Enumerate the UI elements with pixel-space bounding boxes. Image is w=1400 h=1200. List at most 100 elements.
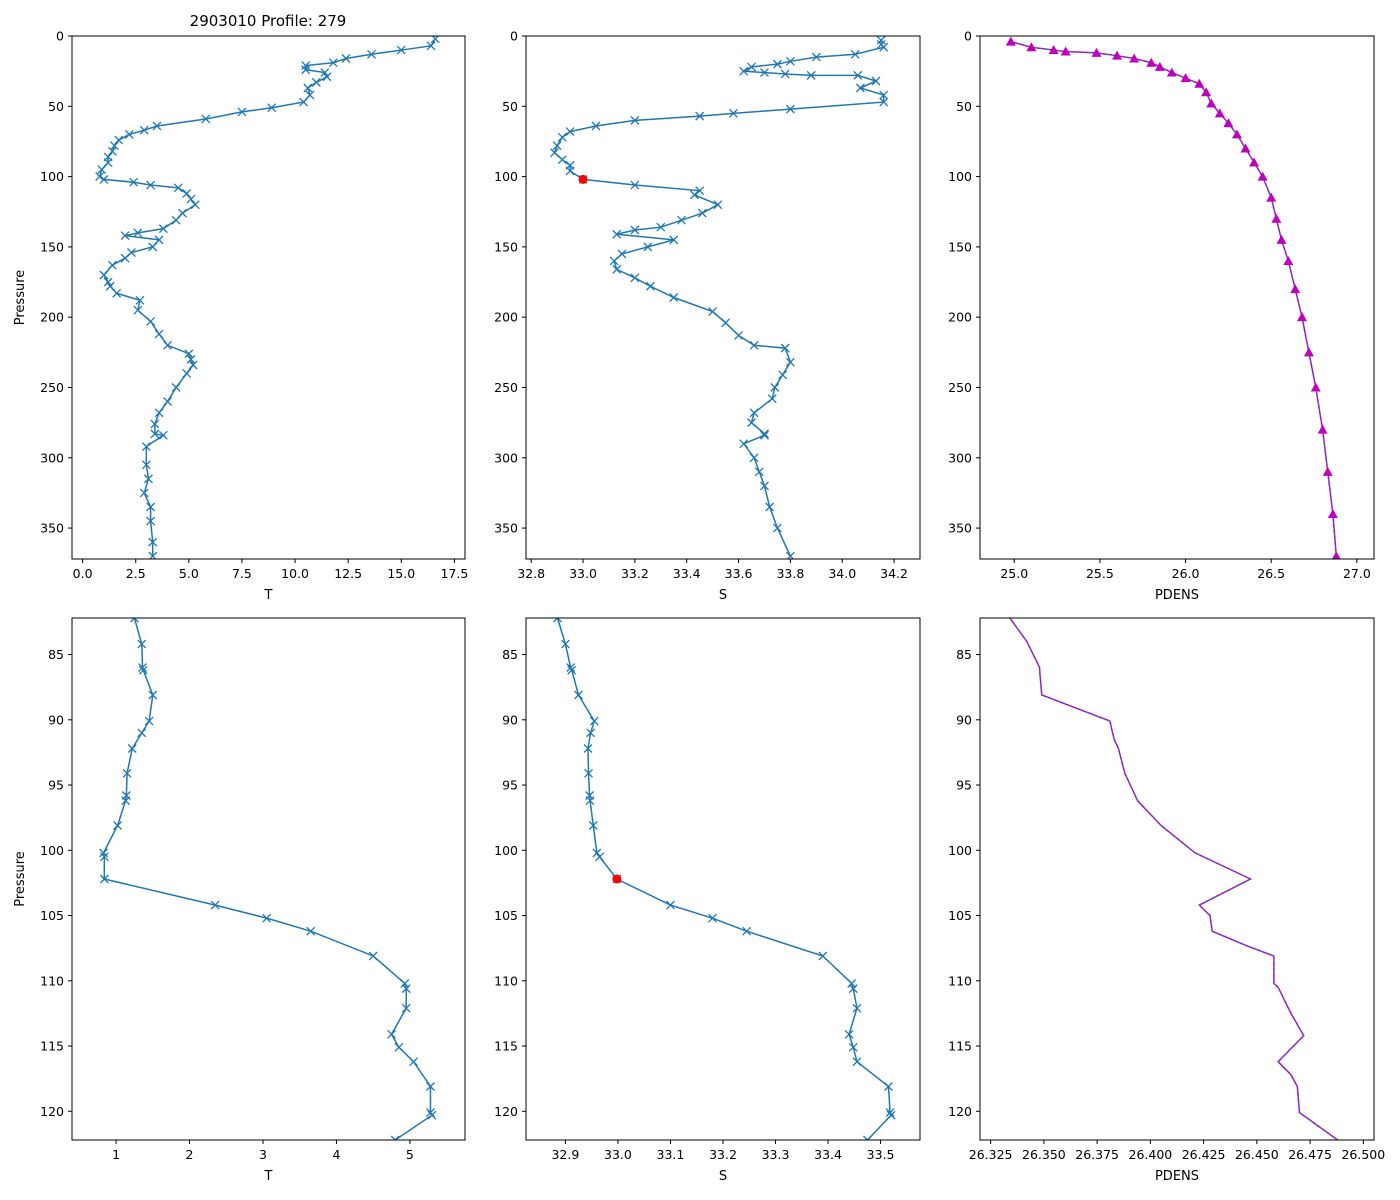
bottom-temperature-marker-16	[262, 913, 272, 923]
bottom-salinity-marker-11	[588, 821, 598, 830]
top-temperature-marker-53	[184, 349, 194, 359]
panel-top-temperature: 0.0 2.5 5.0 7.5 10.0 12.5 15.0 17.5 0 50 100 150 200…	[13, 29, 468, 604]
top-salinity-marker-56	[749, 408, 759, 418]
top-salinity-marker-65	[772, 523, 782, 533]
top-salinity-marker-16	[879, 97, 889, 107]
top-density-ytick-label-7: 350	[948, 521, 972, 536]
top-density-ytick-label-0: 0	[964, 29, 972, 44]
top-temperature-marker-17	[152, 121, 162, 131]
top-temperature-marker-28	[129, 177, 139, 187]
panel-top-density: 25.0 25.5 26.0 26.5 27.0 0 50 100 150 200 250 300 35…	[948, 29, 1375, 603]
top-density-xtick-label-1: 25.5	[1086, 566, 1114, 581]
top-density-ytick-label-4: 200	[948, 310, 972, 325]
top-temperature-marker-20	[114, 135, 124, 145]
top-density-marker-13	[1206, 98, 1217, 108]
top-density-marker-8	[1154, 61, 1165, 71]
bottom-salinity-marker-21	[852, 1003, 862, 1013]
top-salinity-marker-36	[656, 222, 666, 232]
figure-title: 2903010 Profile: 279	[190, 12, 347, 30]
top-temperature-marker-32	[186, 194, 196, 204]
bottom-salinity-ytick-label-2: 95	[502, 778, 518, 793]
top-salinity-xtick-label-2: 33.2	[621, 566, 649, 581]
top-salinity-marker-61	[749, 453, 759, 463]
top-density-marker-17	[1240, 143, 1251, 153]
top-salinity-marker-24	[552, 141, 562, 151]
top-salinity-marker-23	[557, 132, 567, 142]
bottom-temperature-marker-24	[409, 1057, 419, 1067]
top-temperature-marker-66	[139, 488, 149, 498]
bottom-salinity-marker-7	[583, 744, 593, 753]
top-density-marker-0	[1005, 36, 1016, 46]
top-density-marker-7	[1146, 57, 1157, 67]
top-density-marker-12	[1201, 87, 1212, 97]
top-salinity-marker-25	[550, 148, 559, 158]
bottom-salinity-marker-18	[818, 951, 828, 961]
bottom-salinity-marker-27	[886, 1110, 896, 1120]
top-temperature-ylabel: Pressure	[13, 270, 28, 326]
top-temperature-marker-69	[148, 537, 158, 547]
top-salinity-marker-46	[669, 293, 679, 302]
bottom-salinity-ytick-label-3: 100	[494, 843, 518, 858]
bottom-salinity-xtick-label-4: 33.3	[762, 1147, 790, 1162]
bottom-density-overlay-line	[1009, 618, 1339, 1140]
bottom-temperature-xtick-label-1: 2	[186, 1147, 194, 1162]
top-salinity-marker-15	[879, 90, 889, 100]
top-density-marker-9	[1166, 67, 1177, 77]
top-density-marker-16	[1231, 129, 1242, 139]
top-temperature-marker-1	[426, 41, 436, 51]
panels: 0.0 2.5 5.0 7.5 10.0 12.5 15.0 17.5050100150200…	[13, 29, 1385, 1185]
top-temperature-marker-58	[163, 397, 173, 406]
top-density-marker-1	[1026, 42, 1037, 52]
top-salinity-marker-45	[645, 281, 655, 291]
bottom-temperature-xtick-label-4: 5	[406, 1147, 414, 1162]
top-temperature-marker-24	[103, 158, 113, 167]
top-salinity-marker-0	[876, 36, 886, 45]
top-temperature-marker-27	[99, 174, 109, 184]
top-density-marker-10	[1180, 73, 1191, 83]
top-salinity-marker-22	[565, 127, 575, 137]
bottom-temperature-marker-25	[426, 1082, 435, 1091]
bottom-temperature-ylabel: Pressure	[13, 851, 28, 907]
top-temperature-marker-56	[182, 368, 192, 378]
top-salinity-marker-2	[879, 42, 889, 52]
top-density-marker-31	[1331, 551, 1341, 559]
top-density-xtick-label-0: 25.0	[1000, 566, 1028, 581]
bottom-temperature-xlabel: T	[264, 1169, 273, 1184]
bottom-density-ytick-label-3: 100	[948, 843, 972, 858]
bottom-temperature-marker-21	[401, 1003, 411, 1013]
top-temperature-marker-68	[146, 516, 156, 526]
top-temperature-marker-39	[154, 235, 164, 245]
bottom-temperature-ytick-label-3: 100	[40, 843, 64, 858]
top-temperature-marker-14	[267, 103, 277, 113]
top-density-marker-27	[1310, 382, 1321, 392]
bottom-density-axes-frame	[979, 617, 1375, 1141]
top-temperature-ytick-label-4: 200	[40, 310, 64, 325]
top-temperature-marker-43	[107, 260, 117, 270]
bottom-temperature-marker-3	[138, 665, 148, 675]
top-salinity-xtick-label-7: 34.2	[880, 566, 908, 581]
bottom-density-ytick-label-0: 85	[956, 647, 972, 662]
top-temperature-marker-52	[163, 340, 173, 350]
top-temperature-ytick-label-0: 0	[56, 29, 64, 44]
top-salinity-xtick-label-5: 33.8	[776, 566, 804, 581]
bottom-salinity-ytick-label-0: 85	[502, 647, 518, 662]
top-density-marker-2	[1048, 45, 1059, 55]
bottom-salinity-plot-area	[553, 618, 896, 1140]
top-salinity-marker-10	[780, 69, 790, 79]
bottom-salinity-marker-23	[848, 1042, 858, 1052]
bottom-salinity-xtick-label-2: 33.1	[657, 1147, 685, 1162]
top-density-marker-29	[1322, 466, 1333, 476]
top-temperature-marker-30	[173, 183, 183, 193]
top-temperature-marker-45	[103, 277, 113, 287]
bottom-density-plot-area	[1009, 618, 1339, 1140]
top-temperature-xtick-label-0: 0.0	[73, 566, 93, 581]
bottom-temperature-plot-area	[99, 618, 437, 1140]
top-density-xtick-label-2: 26.0	[1172, 566, 1200, 581]
top-salinity-marker-50	[749, 340, 759, 350]
bottom-salinity-xtick-label-1: 33.0	[604, 1147, 632, 1162]
bottom-temperature-marker-11	[113, 821, 123, 830]
bottom-density-xtick-label-4: 26.425	[1182, 1147, 1226, 1162]
top-density-plot-area	[1005, 36, 1341, 559]
top-density-xtick-label-4: 27.0	[1343, 566, 1371, 581]
